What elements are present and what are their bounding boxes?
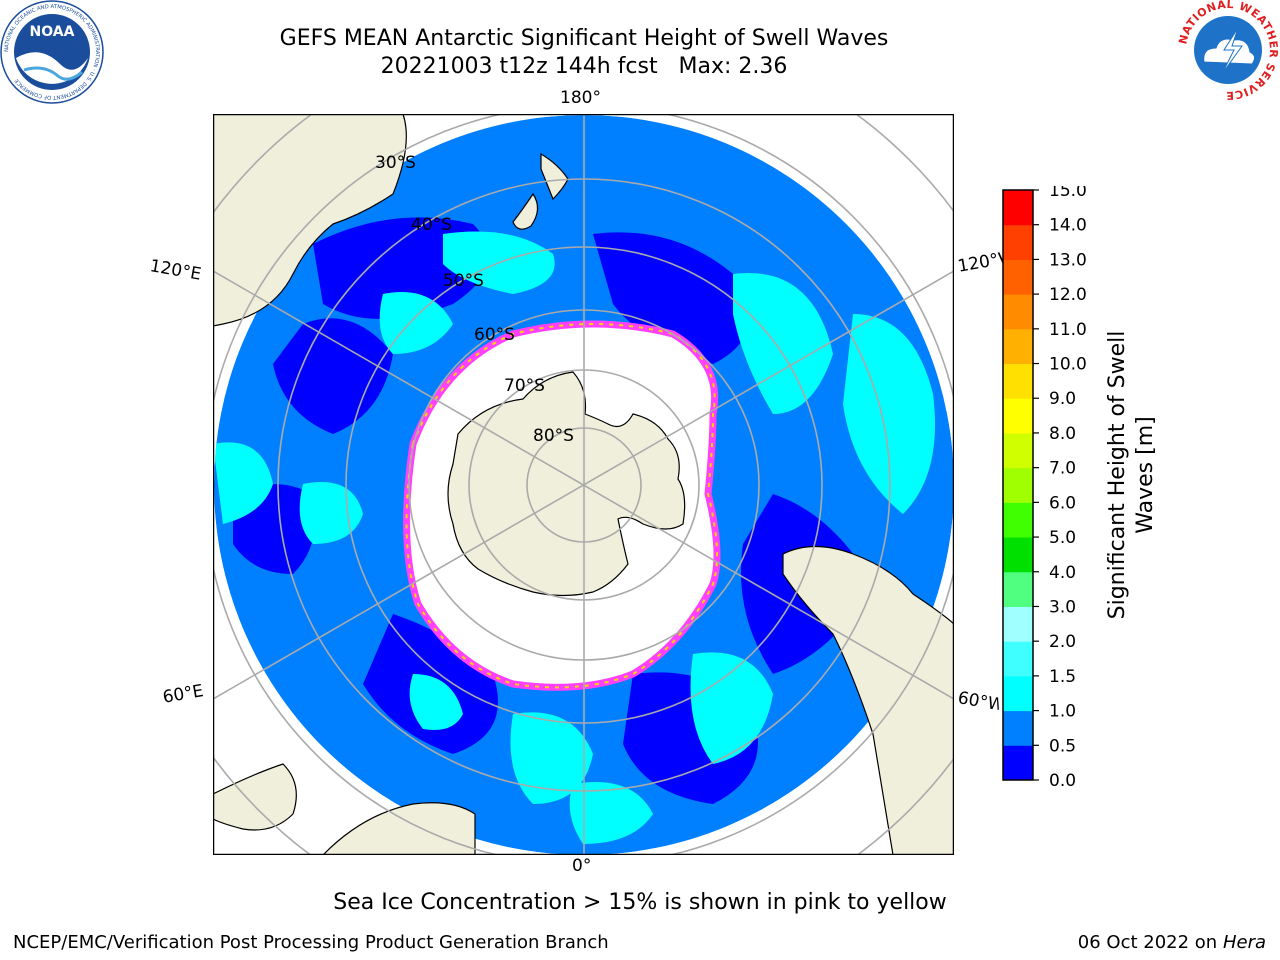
- swell-high-region: [409, 674, 463, 730]
- colorbar-segment: [1003, 294, 1033, 330]
- colorbar-frame: [1002, 189, 1034, 781]
- swell-high-region: [379, 292, 453, 354]
- colorbar-tick-label: 13.0: [1049, 250, 1087, 270]
- colorbar-tick-label: 15.0: [1049, 186, 1087, 201]
- colorbar-tick-label: 11.0: [1049, 320, 1087, 340]
- chart-subtitle: 20221003 t12z 144h fcst Max: 2.36: [380, 54, 788, 79]
- colorbar-tick-label: 9.0: [1049, 389, 1076, 409]
- colorbar-segment: [1003, 224, 1033, 260]
- swell-low-region: [593, 232, 749, 364]
- lon-label-60e: 60°E: [161, 681, 205, 708]
- lat-label-80s: 80°S: [533, 426, 574, 446]
- land: [213, 114, 954, 855]
- colorbar-segment: [1003, 537, 1033, 573]
- colorbar-tick-label: 14.0: [1049, 216, 1087, 236]
- africa: [322, 802, 476, 855]
- madagascar: [213, 763, 297, 831]
- noaa-logo: NOAA NATIONAL OCEANIC AND ATMOSPHERIC AD…: [0, 0, 104, 104]
- lat-label-30s: 30°S: [375, 153, 416, 173]
- swell-high-region: [214, 442, 273, 524]
- colorbar-tick-label: 0.0: [1049, 771, 1076, 786]
- colorbar-segment: [1003, 328, 1033, 365]
- polar-map: 30°S 40°S 50°S 60°S 70°S 80°S: [213, 114, 954, 855]
- swell-high-region: [690, 652, 773, 764]
- colorbar-segment: [1003, 502, 1033, 538]
- lon-label-0: 0°: [572, 856, 592, 876]
- lon-label-60w: 60°W: [956, 688, 1002, 716]
- lat-label-50s: 50°S: [443, 271, 484, 291]
- lon-label-180: 180°: [560, 88, 601, 108]
- colorbar-title-line2: Waves [m]: [1133, 416, 1158, 533]
- colorbar-tick-label: 10.0: [1049, 355, 1087, 375]
- swell-high-region: [299, 482, 363, 544]
- colorbar-tick-label: 1.0: [1049, 702, 1076, 722]
- colorbar: 0.0 0.5 1.0 1.5 2.0 3.0 4.0 5.0 6.0 7.0 8.0 9.0 10.0…: [1000, 181, 1240, 791]
- colorbar-segment: [1003, 745, 1033, 781]
- colorbar-segment: [1003, 606, 1033, 642]
- swell-high-region: [733, 273, 833, 414]
- noaa-logo-text: NOAA: [30, 24, 75, 40]
- lat-label-40s: 40°S: [411, 215, 452, 235]
- australia: [213, 114, 407, 327]
- footer-date-text: 06 Oct 2022 on: [1077, 932, 1223, 953]
- lat-label-60s: 60°S: [474, 325, 515, 345]
- colorbar-segment: [1003, 363, 1033, 399]
- swell-high-region: [843, 314, 935, 514]
- colorbar-tick-label: 2.0: [1049, 632, 1076, 652]
- colorbar-segment: [1003, 571, 1033, 607]
- lat-label-70s: 70°S: [504, 376, 545, 396]
- colorbar-svg: 0.0 0.5 1.0 1.5 2.0 3.0 4.0 5.0 6.0 7.0 8.0 9.0 10.0…: [1002, 181, 1087, 791]
- footer-date: 06 Oct 2022 on Hera: [1078, 932, 1266, 953]
- colorbar-title-line1: Significant Height of Swell: [1105, 331, 1130, 620]
- colorbar-tick-label: 8.0: [1049, 424, 1076, 444]
- map-frame: [213, 114, 954, 855]
- swell-low-region: [273, 318, 393, 434]
- new-zealand-south: [512, 192, 539, 230]
- colorbar-segment: [1003, 641, 1033, 677]
- colorbar-segment: [1003, 675, 1033, 712]
- swell-high-region: [569, 782, 653, 844]
- colorbar-tick-label: 0.5: [1049, 736, 1076, 756]
- chart-title: GEFS MEAN Antarctic Significant Height o…: [279, 26, 889, 51]
- lon-label-120e: 120°E: [148, 256, 203, 285]
- colorbar-tick-label: 6.0: [1049, 493, 1076, 513]
- footer-host: Hera: [1222, 932, 1266, 953]
- colorbar-segment: [1003, 259, 1033, 295]
- sea-ice-edge-yellow: [405, 323, 718, 689]
- colorbar-title-wrap: Significant Height of Swell Waves [m]: [1102, 300, 1162, 650]
- colorbar-tick-label: 4.0: [1049, 563, 1076, 583]
- footer-credit: NCEP/EMC/Verification Post Processing Pr…: [13, 932, 609, 953]
- swell-high-region: [510, 712, 593, 804]
- colorbar-segment: [1003, 398, 1033, 434]
- sea-ice-caption: Sea Ice Concentration > 15% is shown in …: [333, 890, 947, 915]
- colorbar-tick-label: 7.0: [1049, 459, 1076, 479]
- colorbar-tick-label: 12.0: [1049, 285, 1087, 305]
- colorbar-tick-label: 5.0: [1049, 528, 1076, 548]
- graticule: [213, 114, 954, 855]
- nws-logo: NATIONAL WEATHER SERVICE: [1176, 0, 1279, 102]
- colorbar-tick-label: 1.5: [1049, 667, 1076, 687]
- colorbar-segment: [1003, 710, 1033, 746]
- south-america: [782, 545, 954, 855]
- colorbar-segment: [1003, 432, 1033, 469]
- colorbar-segment: [1003, 190, 1033, 226]
- colorbar-tick-label: 3.0: [1049, 597, 1076, 617]
- colorbar-segment: [1003, 467, 1033, 503]
